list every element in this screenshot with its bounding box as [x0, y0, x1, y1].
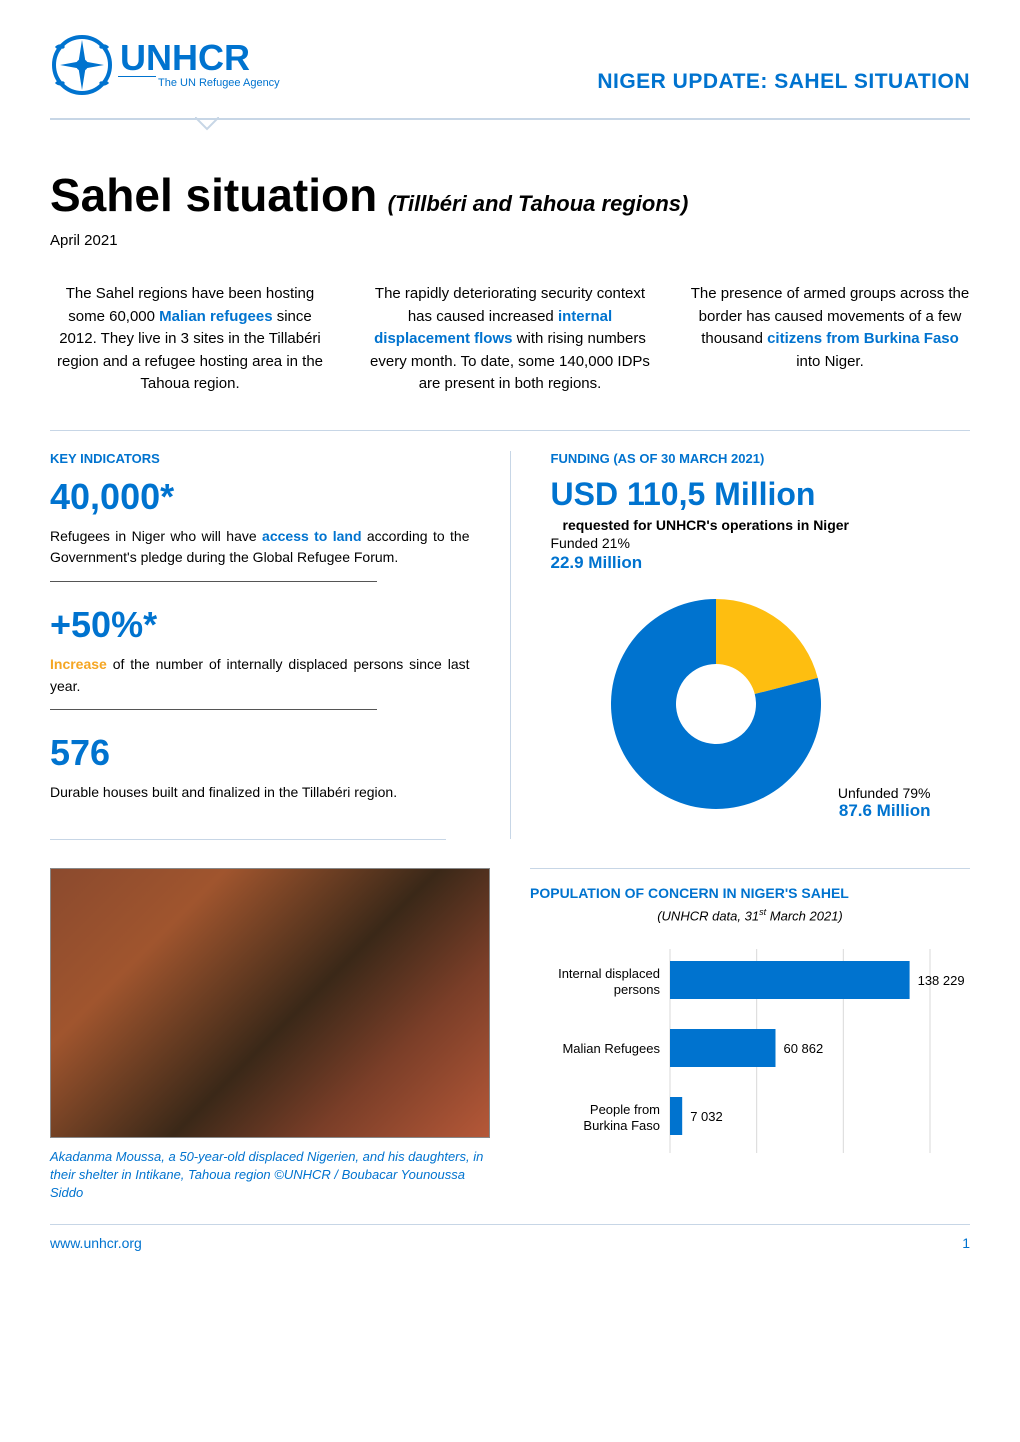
intro-1-hl: Malian refugees [159, 308, 272, 325]
funding-amount: USD 110,5 Million [551, 476, 971, 513]
photo-block: Akadanma Moussa, a 50-year-old displaced… [50, 868, 490, 1203]
funding-block: FUNDING (AS OF 30 MARCH 2021) USD 110,5 … [551, 451, 971, 839]
stat-3-desc: Durable houses built and finalized in th… [50, 782, 470, 804]
section-rule-2 [50, 839, 446, 840]
population-bar-chart: Internal displacedpersons 138 229 Malian R… [530, 939, 970, 1169]
stat-1-hl: access to land [262, 528, 361, 544]
pop-rule-top [530, 868, 970, 869]
funding-requested: requested for UNHCR's operations in Nige… [563, 517, 971, 533]
funded-amount: 22.9 Million [551, 553, 971, 573]
svg-text:60 862: 60 862 [783, 1041, 823, 1056]
indicator-rule-1 [50, 581, 377, 582]
bar-svg: Internal displacedpersons 138 229 Malian R… [530, 939, 970, 1169]
population-header: POPULATION OF CONCERN IN NIGER'S SAHEL [530, 885, 970, 901]
intro-col-1: The Sahel regions have been hosting some… [50, 283, 330, 396]
section-rule-1 [50, 430, 970, 431]
funding-label: FUNDING (AS OF 30 MARCH 2021) [551, 451, 971, 466]
unfunded-label: Unfunded 79% [838, 785, 931, 801]
funded-label: Funded 21% [551, 535, 971, 551]
header-title: NIGER UPDATE: SAHEL SITUATION [597, 70, 970, 100]
title-block: Sahel situation (Tillbéri and Tahoua reg… [50, 168, 970, 249]
unhcr-logo: UNHCR The UN Refugee Agency [50, 30, 310, 100]
stat-1-desc: Refugees in Niger who will have access t… [50, 526, 470, 569]
stat-2-post: of the number of internally displaced pe… [50, 656, 470, 694]
svg-text:7 032: 7 032 [690, 1109, 723, 1124]
pop-sub-pre: (UNHCR data, 31 [657, 908, 759, 923]
stat-1-pre: Refugees in Niger who will have [50, 528, 262, 544]
indicators-label: KEY INDICATORS [50, 451, 470, 466]
svg-text:Burkina Faso: Burkina Faso [583, 1118, 660, 1133]
svg-text:persons: persons [614, 982, 661, 997]
intro-col-3: The presence of armed groups across the … [690, 283, 970, 396]
population-block: POPULATION OF CONCERN IN NIGER'S SAHEL (… [530, 868, 970, 1203]
report-date: April 2021 [50, 232, 970, 249]
photo-caption: Akadanma Moussa, a 50-year-old displaced… [50, 1148, 490, 1203]
logo-tagline: The UN Refugee Agency [158, 77, 280, 89]
stat-1-value: 40,000* [50, 476, 470, 518]
header: UNHCR The UN Refugee Agency NIGER UPDATE… [50, 30, 970, 100]
logo-text: UNHCR [120, 37, 250, 78]
unhcr-logo-svg: UNHCR The UN Refugee Agency [50, 30, 310, 100]
key-indicators: KEY INDICATORS 40,000* Refugees in Niger… [50, 451, 470, 839]
footer: www.unhcr.org 1 [50, 1235, 970, 1251]
stat-2-hl: Increase [50, 656, 107, 672]
stat-3-value: 576 [50, 732, 470, 774]
bottom-row: Akadanma Moussa, a 50-year-old displaced… [50, 868, 970, 1203]
indicators-funding-row: KEY INDICATORS 40,000* Refugees in Niger… [50, 451, 970, 839]
svg-text:Malian Refugees: Malian Refugees [562, 1041, 660, 1056]
intro-col-2: The rapidly deteriorating security conte… [370, 283, 650, 396]
footer-url[interactable]: www.unhcr.org [50, 1235, 142, 1251]
funding-donut-chart: Unfunded 79% 87.6 Million [551, 579, 931, 839]
vertical-separator [510, 451, 511, 839]
unfunded-amount: 87.6 Million [838, 801, 931, 821]
header-rule [50, 118, 970, 120]
footer-rule [50, 1224, 970, 1225]
photo-placeholder [50, 868, 490, 1138]
unfunded-block: Unfunded 79% 87.6 Million [838, 785, 931, 821]
chevron-down-icon [195, 117, 219, 131]
stat-2-value: +50%* [50, 604, 470, 646]
header-rule-wrap [50, 118, 970, 120]
svg-text:138 229: 138 229 [918, 973, 965, 988]
stat-2-desc: Increase of the number of internally dis… [50, 654, 470, 697]
intro-columns: The Sahel regions have been hosting some… [50, 283, 970, 396]
page-subtitle: (Tillbéri and Tahoua regions) [388, 191, 689, 216]
population-subheader: (UNHCR data, 31st March 2021) [530, 907, 970, 923]
pop-sub-post: March 2021) [766, 908, 843, 923]
indicator-rule-2 [50, 709, 377, 710]
page-title: Sahel situation [50, 169, 377, 221]
svg-text:Internal displaced: Internal displaced [558, 966, 660, 981]
page-number: 1 [962, 1235, 970, 1251]
intro-3-post: into Niger. [796, 353, 864, 370]
svg-text:People from: People from [590, 1102, 660, 1117]
intro-3-hl: citizens from Burkina Faso [767, 330, 959, 347]
